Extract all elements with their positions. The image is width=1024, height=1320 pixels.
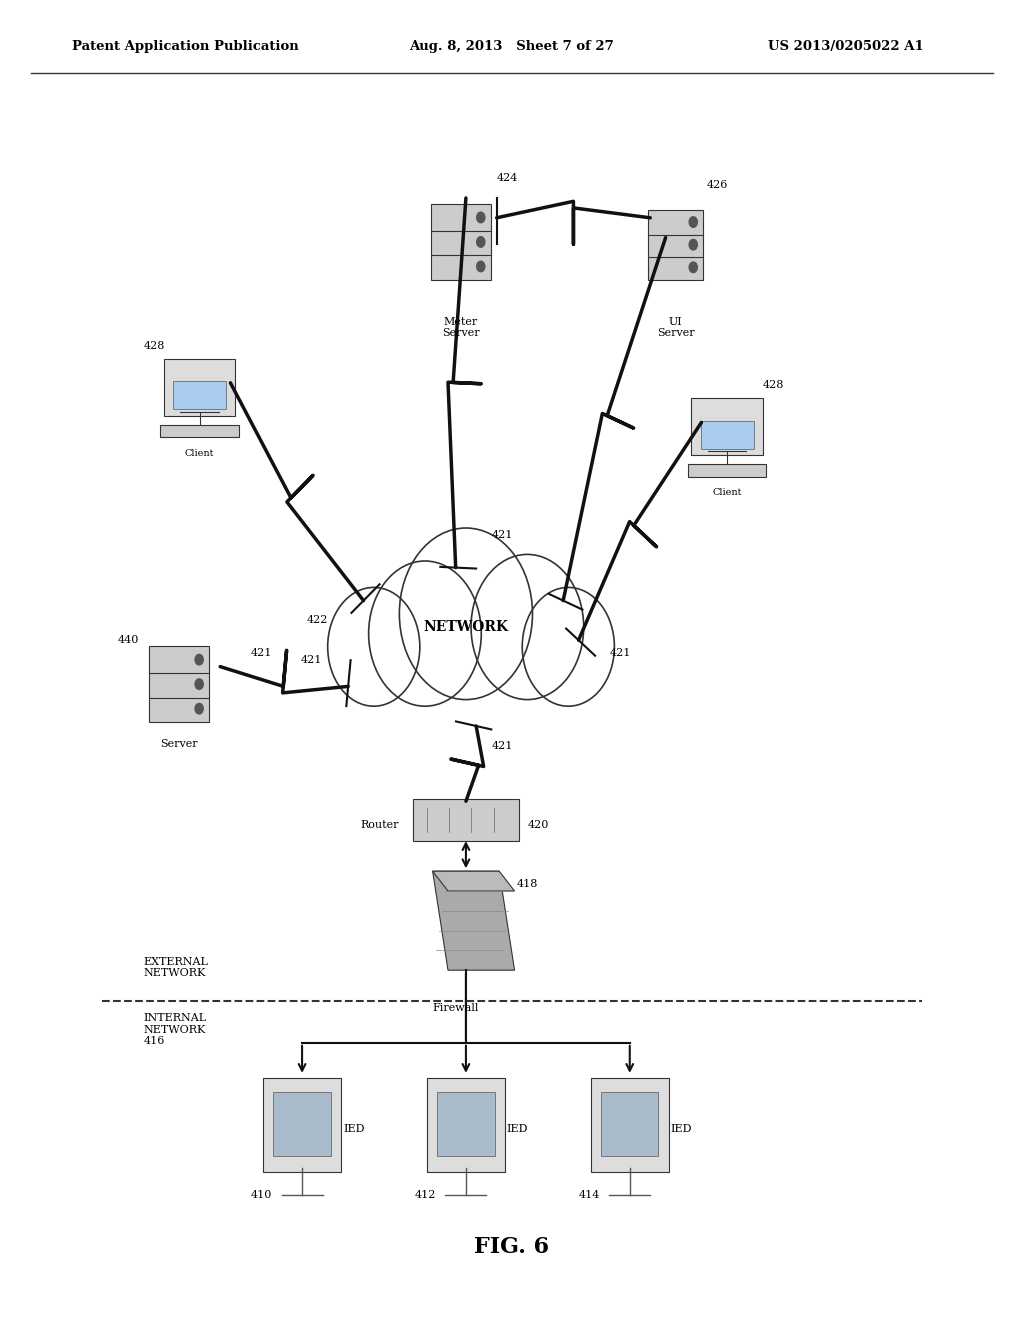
Circle shape (399, 528, 532, 700)
FancyBboxPatch shape (430, 228, 492, 255)
FancyBboxPatch shape (427, 1078, 505, 1172)
Text: Meter
Server: Meter Server (442, 317, 479, 338)
Polygon shape (432, 871, 515, 891)
Text: IED: IED (343, 1123, 365, 1134)
FancyBboxPatch shape (700, 421, 754, 449)
Text: 420: 420 (527, 820, 549, 830)
Text: 424: 424 (497, 173, 518, 183)
Text: 428: 428 (763, 380, 784, 391)
Text: FIG. 6: FIG. 6 (474, 1237, 550, 1258)
Text: 412: 412 (415, 1189, 436, 1200)
Text: 428: 428 (143, 341, 165, 351)
FancyBboxPatch shape (601, 1092, 658, 1156)
FancyBboxPatch shape (688, 465, 766, 477)
Text: Router: Router (360, 820, 399, 830)
Text: 426: 426 (707, 180, 728, 190)
Circle shape (689, 216, 697, 227)
Text: US 2013/0205022 A1: US 2013/0205022 A1 (768, 40, 924, 53)
Circle shape (195, 704, 203, 714)
Text: Client: Client (713, 488, 741, 498)
FancyBboxPatch shape (648, 232, 703, 257)
Text: INTERNAL
NETWORK
416: INTERNAL NETWORK 416 (143, 1012, 207, 1047)
Text: 421: 421 (609, 648, 631, 659)
Text: IED: IED (671, 1123, 692, 1134)
Circle shape (477, 261, 485, 272)
FancyBboxPatch shape (263, 1078, 341, 1172)
Circle shape (689, 239, 697, 249)
FancyBboxPatch shape (150, 696, 209, 722)
FancyBboxPatch shape (437, 1092, 495, 1156)
Circle shape (477, 213, 485, 223)
Text: NETWORK: NETWORK (423, 620, 509, 634)
Text: Server: Server (161, 739, 198, 750)
Circle shape (328, 587, 420, 706)
Circle shape (195, 678, 203, 689)
FancyBboxPatch shape (173, 381, 226, 409)
Text: 414: 414 (579, 1189, 600, 1200)
FancyBboxPatch shape (413, 799, 519, 841)
Text: EXTERNAL
NETWORK: EXTERNAL NETWORK (143, 957, 208, 978)
FancyBboxPatch shape (591, 1078, 669, 1172)
Text: Client: Client (185, 449, 214, 458)
Text: Aug. 8, 2013   Sheet 7 of 27: Aug. 8, 2013 Sheet 7 of 27 (410, 40, 614, 53)
FancyBboxPatch shape (648, 255, 703, 280)
FancyBboxPatch shape (691, 399, 763, 455)
Text: 421: 421 (301, 655, 323, 665)
Text: 421: 421 (492, 529, 513, 540)
FancyBboxPatch shape (150, 671, 209, 697)
Circle shape (477, 236, 485, 247)
Circle shape (471, 554, 584, 700)
Text: 421: 421 (492, 741, 513, 751)
Text: IED: IED (507, 1123, 528, 1134)
FancyBboxPatch shape (273, 1092, 331, 1156)
Text: 422: 422 (306, 615, 328, 626)
Text: Firewall: Firewall (432, 1003, 479, 1014)
Text: 421: 421 (251, 648, 272, 659)
FancyBboxPatch shape (150, 647, 209, 673)
Text: 410: 410 (251, 1189, 272, 1200)
Circle shape (689, 261, 697, 272)
Text: 418: 418 (517, 879, 539, 890)
Text: Patent Application Publication: Patent Application Publication (72, 40, 298, 53)
Polygon shape (432, 871, 515, 970)
Text: 440: 440 (118, 635, 139, 645)
FancyBboxPatch shape (430, 253, 492, 280)
FancyBboxPatch shape (164, 359, 236, 416)
FancyBboxPatch shape (430, 205, 492, 231)
Circle shape (522, 587, 614, 706)
FancyBboxPatch shape (160, 425, 239, 437)
Circle shape (369, 561, 481, 706)
FancyBboxPatch shape (648, 210, 703, 235)
Text: UI
Server: UI Server (657, 317, 694, 338)
Circle shape (195, 655, 203, 665)
